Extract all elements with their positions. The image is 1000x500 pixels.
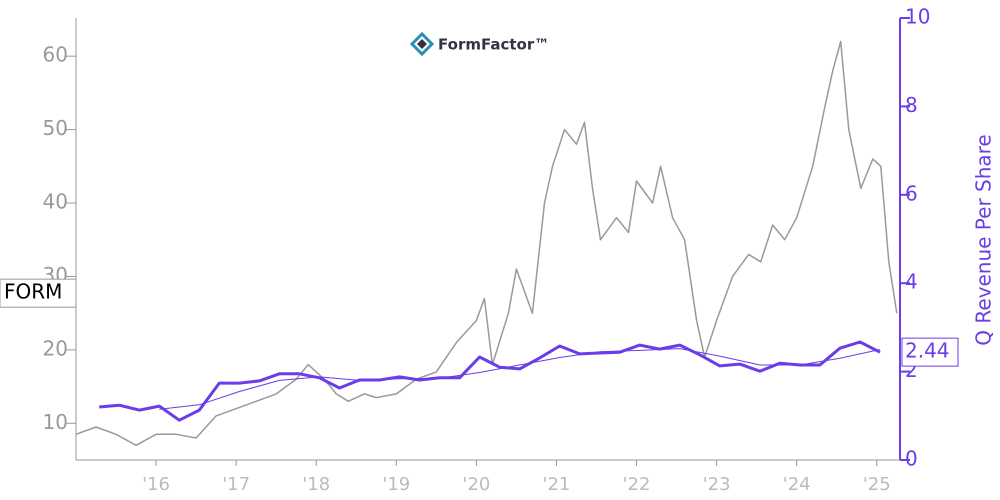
series-tag: FORM xyxy=(4,280,62,304)
series-line xyxy=(159,348,881,410)
x-tick-label: '22 xyxy=(623,474,651,495)
series-line xyxy=(75,40,898,447)
x-tick-label: '17 xyxy=(222,474,250,495)
y2-tick-label: 4 xyxy=(905,270,918,294)
series-tag-box xyxy=(0,278,77,308)
x-tick-label: '21 xyxy=(543,474,571,495)
y2-tick-label: 10 xyxy=(905,5,930,29)
y2-tick-label: 6 xyxy=(905,181,918,205)
x-tick-label: '16 xyxy=(142,474,170,495)
logo-text: FormFactor™ xyxy=(438,36,549,54)
y2-axis-label: Q Revenue Per Share xyxy=(972,134,996,346)
x-tick-label: '20 xyxy=(462,474,490,495)
x-tick-label: '25 xyxy=(863,474,891,495)
x-tick-label: '23 xyxy=(703,474,731,495)
logo-icon-inner xyxy=(417,39,427,49)
last-value-label: 2.44 xyxy=(905,339,950,363)
x-tick-label: '18 xyxy=(302,474,330,495)
logo: FormFactor™ xyxy=(409,31,549,57)
y-tick-label: 50 xyxy=(43,116,68,140)
y-tick-label: 60 xyxy=(43,43,68,67)
y-tick-label: 10 xyxy=(43,410,68,434)
y2-tick-label: 0 xyxy=(905,447,918,471)
x-tick-label: '19 xyxy=(382,474,410,495)
series-line xyxy=(99,340,881,422)
logo-icon xyxy=(409,31,435,57)
y-tick-label: 40 xyxy=(43,190,68,214)
last-value-box xyxy=(901,337,959,367)
y-tick-label: 20 xyxy=(43,336,68,360)
y2-tick-label: 8 xyxy=(905,93,918,117)
x-tick-label: '24 xyxy=(783,474,811,495)
